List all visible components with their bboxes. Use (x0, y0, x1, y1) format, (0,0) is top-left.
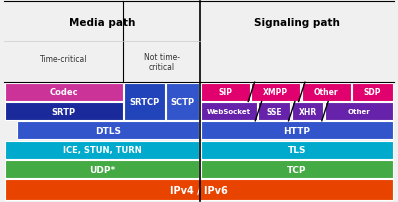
Text: XMPP: XMPP (263, 88, 288, 97)
Text: ICE, STUN, TURN: ICE, STUN, TURN (63, 145, 141, 155)
Text: DTLS: DTLS (95, 126, 121, 135)
Text: SCTP: SCTP (171, 98, 195, 106)
Text: Other: Other (314, 88, 338, 97)
Text: HTTP: HTTP (284, 126, 310, 135)
FancyBboxPatch shape (124, 83, 165, 121)
FancyBboxPatch shape (292, 103, 323, 121)
FancyBboxPatch shape (201, 122, 393, 140)
FancyBboxPatch shape (201, 83, 250, 101)
Text: SRTP: SRTP (52, 107, 76, 116)
Text: SRTCP: SRTCP (129, 98, 160, 106)
FancyBboxPatch shape (17, 122, 199, 140)
Text: Other: Other (348, 109, 371, 115)
FancyBboxPatch shape (5, 141, 199, 159)
FancyBboxPatch shape (258, 103, 290, 121)
Text: TCP: TCP (287, 165, 307, 174)
FancyBboxPatch shape (302, 83, 351, 101)
Text: WebSocket: WebSocket (207, 109, 251, 115)
FancyBboxPatch shape (5, 160, 199, 178)
Text: Codec: Codec (49, 88, 78, 97)
Text: SSE: SSE (267, 107, 282, 116)
Text: TLS: TLS (288, 145, 306, 155)
FancyBboxPatch shape (4, 1, 394, 83)
Text: SIP: SIP (219, 88, 232, 97)
Text: Signaling path: Signaling path (254, 18, 340, 28)
FancyBboxPatch shape (201, 160, 393, 178)
FancyBboxPatch shape (252, 83, 300, 101)
FancyBboxPatch shape (201, 103, 257, 121)
FancyBboxPatch shape (5, 103, 123, 121)
FancyBboxPatch shape (5, 179, 393, 200)
Text: Not time-
critical: Not time- critical (144, 53, 180, 72)
Text: XHR: XHR (298, 107, 317, 116)
Text: Media path: Media path (69, 18, 135, 28)
FancyBboxPatch shape (5, 83, 123, 101)
Text: IPv4 / IPv6: IPv4 / IPv6 (170, 185, 228, 195)
FancyBboxPatch shape (325, 103, 393, 121)
Text: Time-critical: Time-critical (40, 55, 88, 64)
Text: UDP*: UDP* (89, 165, 115, 174)
Text: SDP: SDP (364, 88, 381, 97)
FancyBboxPatch shape (352, 83, 393, 101)
FancyBboxPatch shape (201, 141, 393, 159)
FancyBboxPatch shape (166, 83, 199, 121)
